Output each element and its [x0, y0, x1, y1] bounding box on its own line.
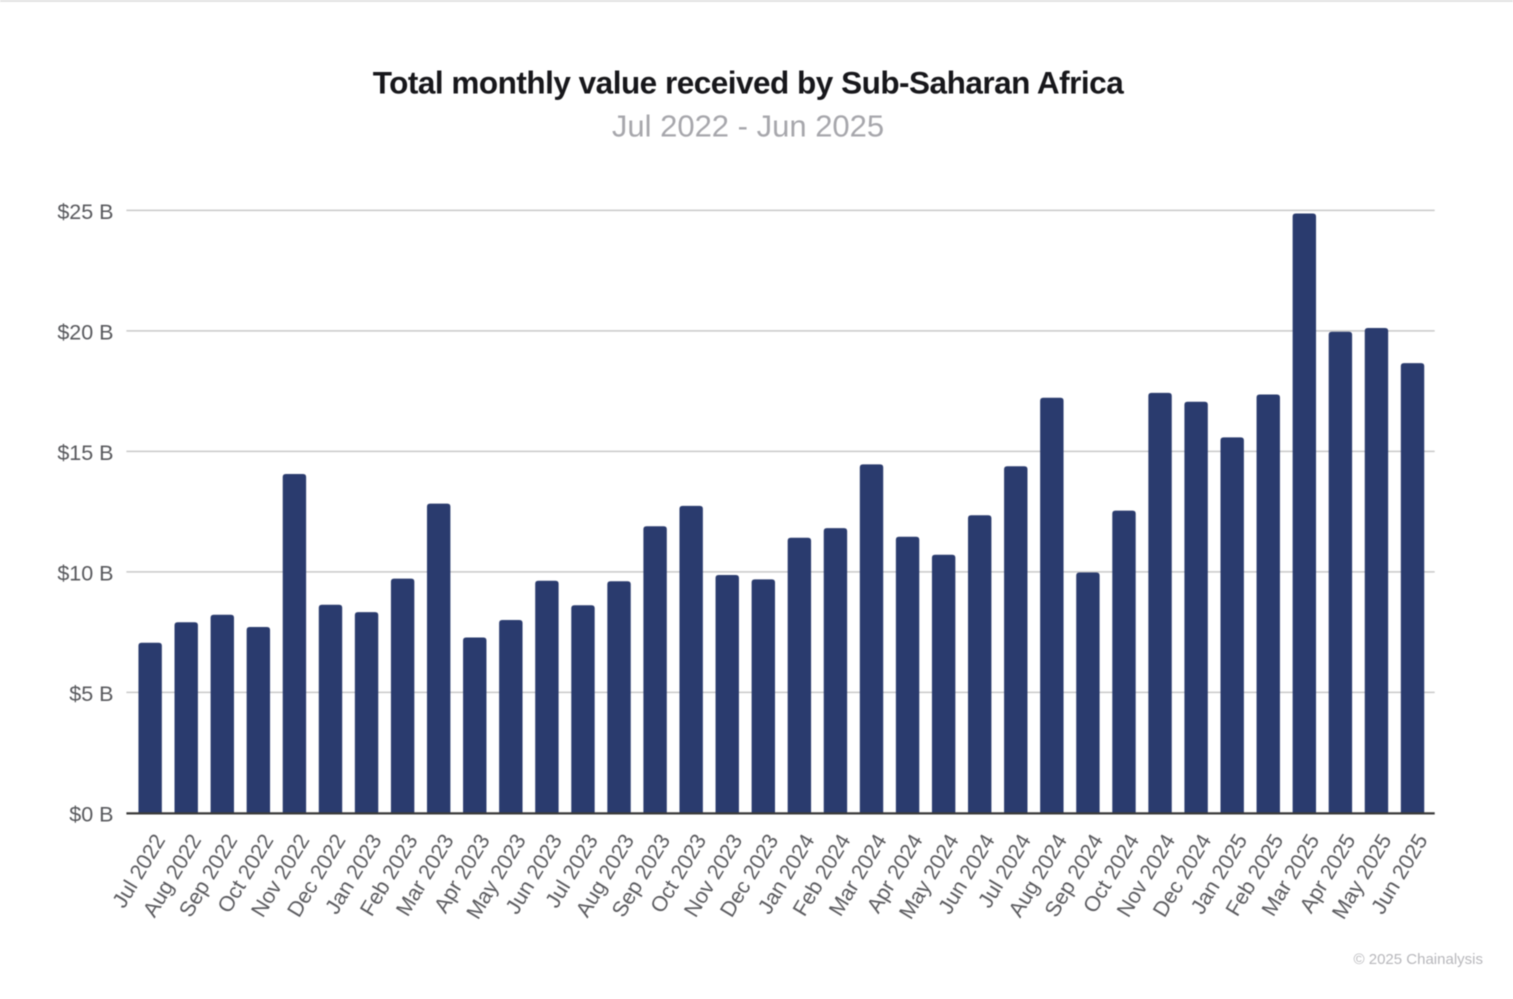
- svg-text:Jul 2022 - Jun 2025: Jul 2022 - Jun 2025: [612, 109, 884, 144]
- svg-text:$15 B: $15 B: [57, 441, 113, 465]
- svg-text:$20 B: $20 B: [57, 320, 113, 344]
- svg-text:$5 B: $5 B: [69, 682, 113, 706]
- svg-text:$10 B: $10 B: [57, 561, 113, 585]
- svg-text:$0 B: $0 B: [69, 803, 113, 827]
- svg-text:$25 B: $25 B: [57, 200, 113, 224]
- svg-text:© 2025 Chainalysis: © 2025 Chainalysis: [1354, 951, 1483, 968]
- svg-text:Total monthly value received b: Total monthly value received by Sub-Saha…: [373, 65, 1124, 101]
